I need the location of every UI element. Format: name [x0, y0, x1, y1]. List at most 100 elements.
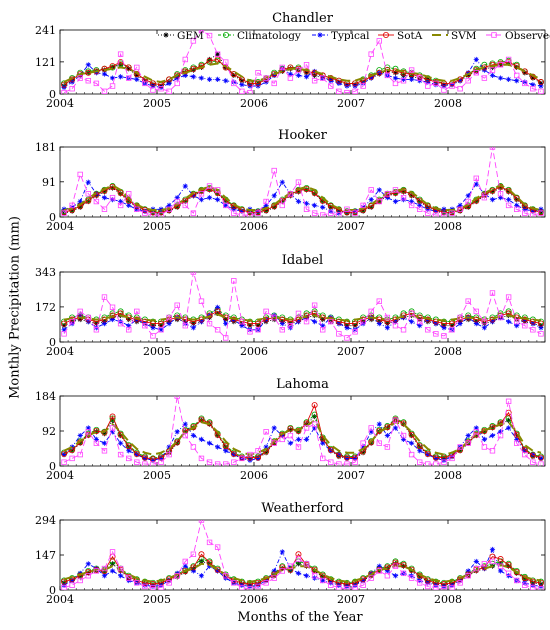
data-point-observed — [223, 573, 229, 579]
legend-label: SVM — [451, 30, 477, 42]
x-tick-label: 2005 — [143, 97, 171, 110]
data-point-sota — [222, 443, 229, 450]
data-point-climatology — [505, 415, 512, 422]
data-point-observed — [134, 459, 140, 465]
data-point-observed — [198, 455, 205, 462]
data-point-typical — [231, 451, 237, 458]
data-point-typical — [409, 440, 415, 446]
data-point-sota — [416, 443, 423, 450]
data-point-climatology — [69, 314, 76, 321]
data-point-sota — [109, 413, 116, 420]
data-point-observed — [85, 429, 91, 435]
data-point-typical — [376, 321, 382, 327]
data-point-observed — [150, 584, 156, 590]
data-point-typical — [93, 70, 99, 76]
data-point-climatology — [149, 318, 156, 325]
data-point-observed — [85, 573, 91, 579]
data-point-gem — [77, 204, 83, 210]
data-point-observed — [344, 335, 350, 341]
data-point-typical — [465, 432, 471, 439]
data-point-observed — [182, 322, 188, 329]
data-point-gem — [271, 204, 277, 210]
panel-weatherford: Weatherford 0 147 294 2004 2005 2006 2007 2008 — [35, 501, 546, 606]
data-point-observed — [514, 318, 520, 325]
y-tick-label: 147 — [35, 549, 56, 562]
data-point-observed — [489, 448, 496, 454]
data-point-sota — [392, 316, 399, 323]
data-point-gem — [69, 448, 75, 454]
data-point-observed — [255, 70, 261, 76]
data-point-observed — [117, 320, 124, 327]
data-point-observed — [320, 577, 326, 584]
data-point-observed — [126, 75, 132, 81]
data-point-observed — [214, 461, 221, 466]
data-point-typical — [215, 444, 221, 450]
x-tick-label: 2008 — [434, 469, 462, 482]
legend-item-sota: SotA — [378, 30, 423, 42]
y-tick-label: 343 — [35, 266, 56, 279]
data-point-observed — [287, 191, 294, 197]
data-point-sota — [384, 424, 391, 431]
data-point-observed — [206, 183, 213, 189]
data-point-typical — [506, 196, 512, 203]
data-point-typical — [497, 568, 504, 574]
data-point-typical — [77, 198, 83, 205]
data-point-sota — [295, 316, 302, 323]
plot-frame — [59, 146, 546, 218]
data-point-typical — [497, 195, 504, 201]
data-point-climatology — [513, 312, 520, 319]
data-point-observed — [538, 88, 544, 94]
data-point-observed — [522, 451, 528, 458]
data-point-observed — [109, 425, 116, 431]
data-point-gem — [206, 187, 213, 193]
data-point-sota — [133, 71, 140, 78]
data-point-observed — [489, 290, 496, 296]
data-point-sota — [109, 312, 116, 319]
data-point-gem — [522, 70, 528, 76]
data-point-observed — [384, 191, 391, 197]
data-point-typical — [101, 71, 108, 77]
series-line-observed — [63, 272, 542, 339]
data-point-typical — [506, 76, 512, 82]
x-tick-label: 2008 — [434, 593, 462, 606]
data-point-sota — [529, 318, 536, 325]
data-point-observed — [425, 210, 431, 216]
data-point-observed — [126, 327, 132, 333]
data-point-typical — [522, 79, 528, 85]
y-tick-label: 0 — [49, 336, 56, 349]
data-point-observed — [295, 179, 302, 185]
data-point-typical — [134, 206, 140, 212]
y-tick-label: 294 — [35, 514, 56, 527]
data-point-observed — [400, 78, 407, 84]
data-point-typical — [392, 573, 399, 579]
data-point-sota — [61, 81, 68, 88]
data-point-typical — [231, 79, 237, 85]
data-point-observed — [117, 565, 124, 572]
data-point-typical — [417, 448, 423, 454]
data-point-typical — [384, 325, 390, 331]
data-point-gem — [93, 321, 99, 327]
data-point-observed — [505, 570, 512, 577]
data-point-observed — [150, 333, 156, 339]
data-point-typical — [263, 444, 269, 450]
data-point-observed — [408, 575, 415, 581]
data-point-sota — [457, 576, 464, 583]
data-point-sota — [529, 452, 536, 459]
data-point-observed — [425, 583, 431, 590]
data-point-observed — [481, 561, 488, 567]
data-point-observed — [247, 89, 253, 94]
data-point-observed — [206, 539, 213, 546]
data-point-typical — [255, 455, 261, 461]
data-point-sota — [255, 80, 262, 87]
data-point-observed — [384, 72, 391, 79]
data-point-typical — [522, 206, 528, 212]
data-point-typical — [312, 202, 318, 208]
data-point-gem — [101, 431, 108, 437]
data-point-typical — [489, 72, 496, 79]
data-point-observed — [279, 436, 285, 443]
panel-title: Hooker — [278, 128, 328, 143]
data-point-gem — [368, 204, 374, 210]
data-point-typical — [198, 436, 205, 442]
data-point-observed — [117, 202, 124, 209]
